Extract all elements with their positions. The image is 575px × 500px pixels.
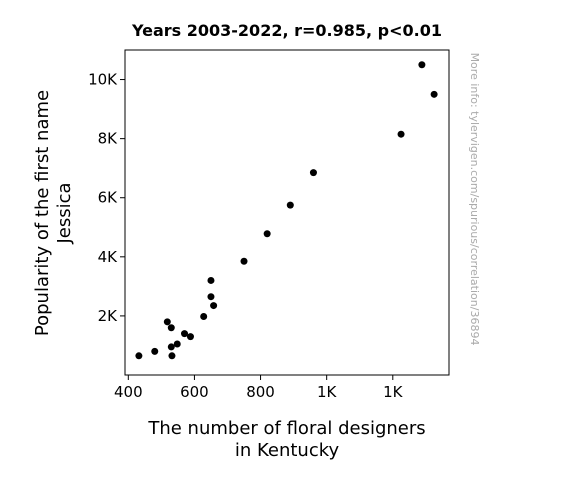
data-point bbox=[173, 340, 181, 348]
y-tick-label: 6K bbox=[98, 189, 119, 207]
data-point bbox=[168, 352, 176, 360]
data-point bbox=[309, 169, 317, 177]
data-point bbox=[207, 276, 215, 284]
x-axis-label-line-2: in Kentucky bbox=[235, 440, 340, 461]
data-point bbox=[286, 201, 294, 209]
y-tick-label: 4K bbox=[98, 248, 119, 266]
y-axis-ticks: 2K 4K 6K 8K 10K bbox=[88, 71, 125, 325]
data-point bbox=[430, 90, 438, 98]
data-point bbox=[210, 302, 218, 310]
x-tick-label: 1K bbox=[317, 383, 338, 401]
data-points bbox=[135, 61, 438, 360]
x-tick-label: 1K bbox=[383, 383, 404, 401]
x-tick-label: 600 bbox=[180, 383, 209, 401]
data-point bbox=[263, 230, 271, 238]
data-point bbox=[163, 318, 171, 326]
data-point bbox=[200, 313, 208, 320]
data-point bbox=[397, 130, 405, 138]
y-axis-label-line-1: Popularity of the first name bbox=[32, 90, 53, 336]
y-axis-label-line-2: Jessica bbox=[54, 182, 75, 244]
data-point bbox=[167, 343, 175, 351]
x-tick-label: 400 bbox=[114, 383, 143, 401]
x-axis-label-line-1: The number of floral designers bbox=[147, 418, 425, 439]
data-point bbox=[207, 293, 215, 301]
data-point bbox=[135, 352, 143, 360]
source-note: More info: tylervigen.com/spurious/corre… bbox=[468, 53, 481, 346]
data-point bbox=[181, 330, 189, 338]
y-tick-label: 8K bbox=[98, 130, 119, 148]
x-axis-ticks: 400 600 800 1K 1K bbox=[114, 375, 404, 401]
plot-area-frame bbox=[124, 49, 450, 376]
data-point bbox=[167, 324, 175, 332]
chart-title: Years 2003-2022, r=0.985, p<0.01 bbox=[131, 21, 442, 40]
data-point bbox=[151, 347, 159, 355]
x-tick-label: 800 bbox=[246, 383, 275, 401]
data-point bbox=[186, 333, 194, 341]
y-tick-label: 2K bbox=[98, 307, 119, 325]
data-point bbox=[240, 257, 248, 265]
data-point bbox=[418, 61, 426, 69]
y-tick-label: 10K bbox=[88, 71, 118, 89]
